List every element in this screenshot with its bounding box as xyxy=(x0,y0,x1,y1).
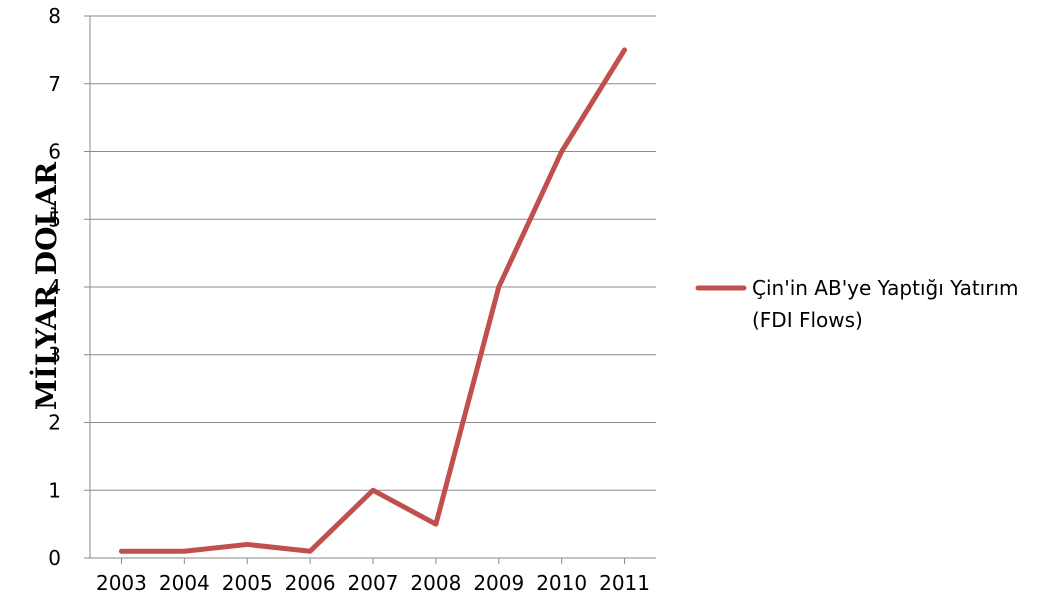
plot-area xyxy=(84,15,656,564)
y-tick-label: 4 xyxy=(48,275,61,299)
y-tick-label: 7 xyxy=(48,72,61,96)
x-tick-label: 2010 xyxy=(536,571,587,595)
y-tick-label: 0 xyxy=(48,546,61,570)
series-line xyxy=(118,47,628,554)
y-tick-label: 1 xyxy=(48,478,61,502)
y-tick-label: 5 xyxy=(48,207,61,231)
x-tick-label: 2007 xyxy=(348,571,399,595)
y-tick-label: 6 xyxy=(48,140,61,164)
y-tick-label: 2 xyxy=(48,411,61,435)
x-tick-label: 2004 xyxy=(159,571,210,595)
legend: Çin'in AB'ye Yaptığı Yatırım (FDI Flows) xyxy=(695,276,1018,332)
x-tick-label: 2003 xyxy=(96,571,147,595)
legend-label: Çin'in AB'ye Yaptığı Yatırım (FDI Flows) xyxy=(752,276,1018,332)
x-tick-label: 2009 xyxy=(473,571,524,595)
x-tick-label: 2008 xyxy=(410,571,461,595)
y-axis-title: MİLYAR DOLAR xyxy=(29,161,63,410)
y-tick-label: 3 xyxy=(48,343,61,367)
x-tick-label: 2006 xyxy=(285,571,336,595)
x-tick-label: 2011 xyxy=(599,571,650,595)
legend-label-line: Çin'in AB'ye Yaptığı Yatırım xyxy=(752,276,1018,300)
y-tick-label: 8 xyxy=(48,4,61,28)
legend-label-line: (FDI Flows) xyxy=(752,308,863,332)
x-tick-label: 2005 xyxy=(222,571,273,595)
